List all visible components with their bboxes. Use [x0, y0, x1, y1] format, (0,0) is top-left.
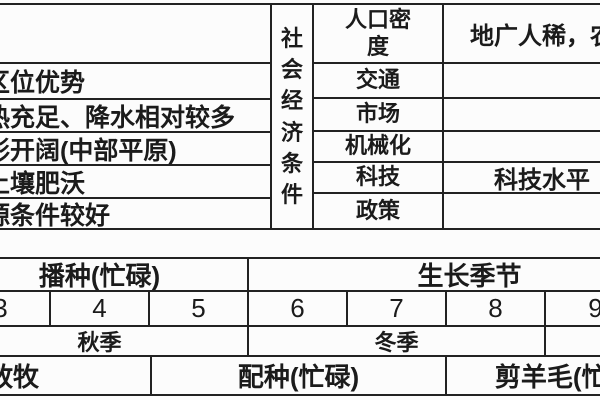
socioeconomic-conditions-label: 社会经济条件 [280, 25, 303, 207]
grazing-cell: 放牧 [0, 357, 152, 394]
answer-cell-climate: 热充足、降水相对较多 [0, 100, 270, 133]
shearing-cell: 剪羊毛(忙碌) [494, 362, 600, 392]
mechanization-value [444, 132, 600, 161]
month-cell-4: 4 [51, 292, 150, 325]
table-row: 市场 [314, 99, 600, 132]
market-value [444, 99, 600, 130]
winter-cell: 冬季 [249, 327, 546, 355]
location-advantage-table: 区位优势 热充足、降水相对较多 形开阔(中部平原) 土壤肥沃 源条件较好 社会经… [0, 3, 600, 230]
autumn-cell: 秋季 [0, 327, 249, 355]
mechanization-label: 机械化 [314, 132, 444, 161]
population-density-value: 地广人稀，农 [470, 23, 600, 50]
month-cell-9: 9 [588, 293, 600, 323]
answer-cell-terrain: 形开阔(中部平原) [0, 133, 270, 166]
next-season-cell [546, 327, 600, 355]
answer-cell-soil: 土壤肥沃 [0, 166, 270, 199]
transport-label: 交通 [314, 64, 444, 97]
activity-bottom-row: 放牧 配种(忙碌) 剪羊毛(忙碌) [0, 357, 600, 394]
table-row: 政策 [314, 194, 600, 228]
month-cell-3: 3 [0, 292, 51, 325]
month-cell-8: 8 [447, 292, 546, 325]
table-row: 机械化 [314, 132, 600, 163]
answer-cell-water: 源条件较好 [0, 201, 111, 229]
months-row: 3 4 5 6 7 8 9 [0, 292, 600, 327]
market-label: 市场 [314, 99, 444, 130]
month-cell-6: 6 [249, 292, 348, 325]
answers-column: 区位优势 热充足、降水相对较多 形开阔(中部平原) 土壤肥沃 源条件较好 [0, 5, 270, 228]
category-column-socioeconomic: 社会经济条件 [270, 5, 314, 228]
sowing-cell: 播种(忙碌) [0, 259, 249, 290]
policy-label: 政策 [314, 194, 444, 228]
population-density-label: 人口密度 [314, 5, 444, 62]
factor-rows-column: 人口密度 地广人稀，农 交通 市场 机械化 科技 科技水平 [314, 5, 600, 228]
farming-calendar-table: 播种(忙碌) 生长季节 3 4 5 6 7 8 9 秋季 冬季 放牧 配种(忙碌… [0, 257, 600, 396]
policy-value [444, 194, 600, 228]
transport-value [444, 64, 600, 97]
activity-top-row: 播种(忙碌) 生长季节 [0, 259, 600, 292]
answer-cell-location-advantage: 区位优势 [0, 64, 270, 100]
answer-cell-empty [0, 5, 270, 64]
month-cell-5: 5 [150, 292, 249, 325]
table-row: 交通 [314, 64, 600, 99]
table-row: 科技 科技水平 [314, 163, 600, 194]
technology-value: 科技水平 [494, 167, 590, 194]
breeding-cell: 配种(忙碌) [152, 357, 447, 394]
growing-season-cell: 生长季节 [417, 261, 522, 290]
month-cell-7: 7 [348, 292, 447, 325]
seasons-row: 秋季 冬季 [0, 327, 600, 357]
table-row: 人口密度 地广人稀，农 [314, 5, 600, 64]
technology-label: 科技 [314, 163, 444, 192]
